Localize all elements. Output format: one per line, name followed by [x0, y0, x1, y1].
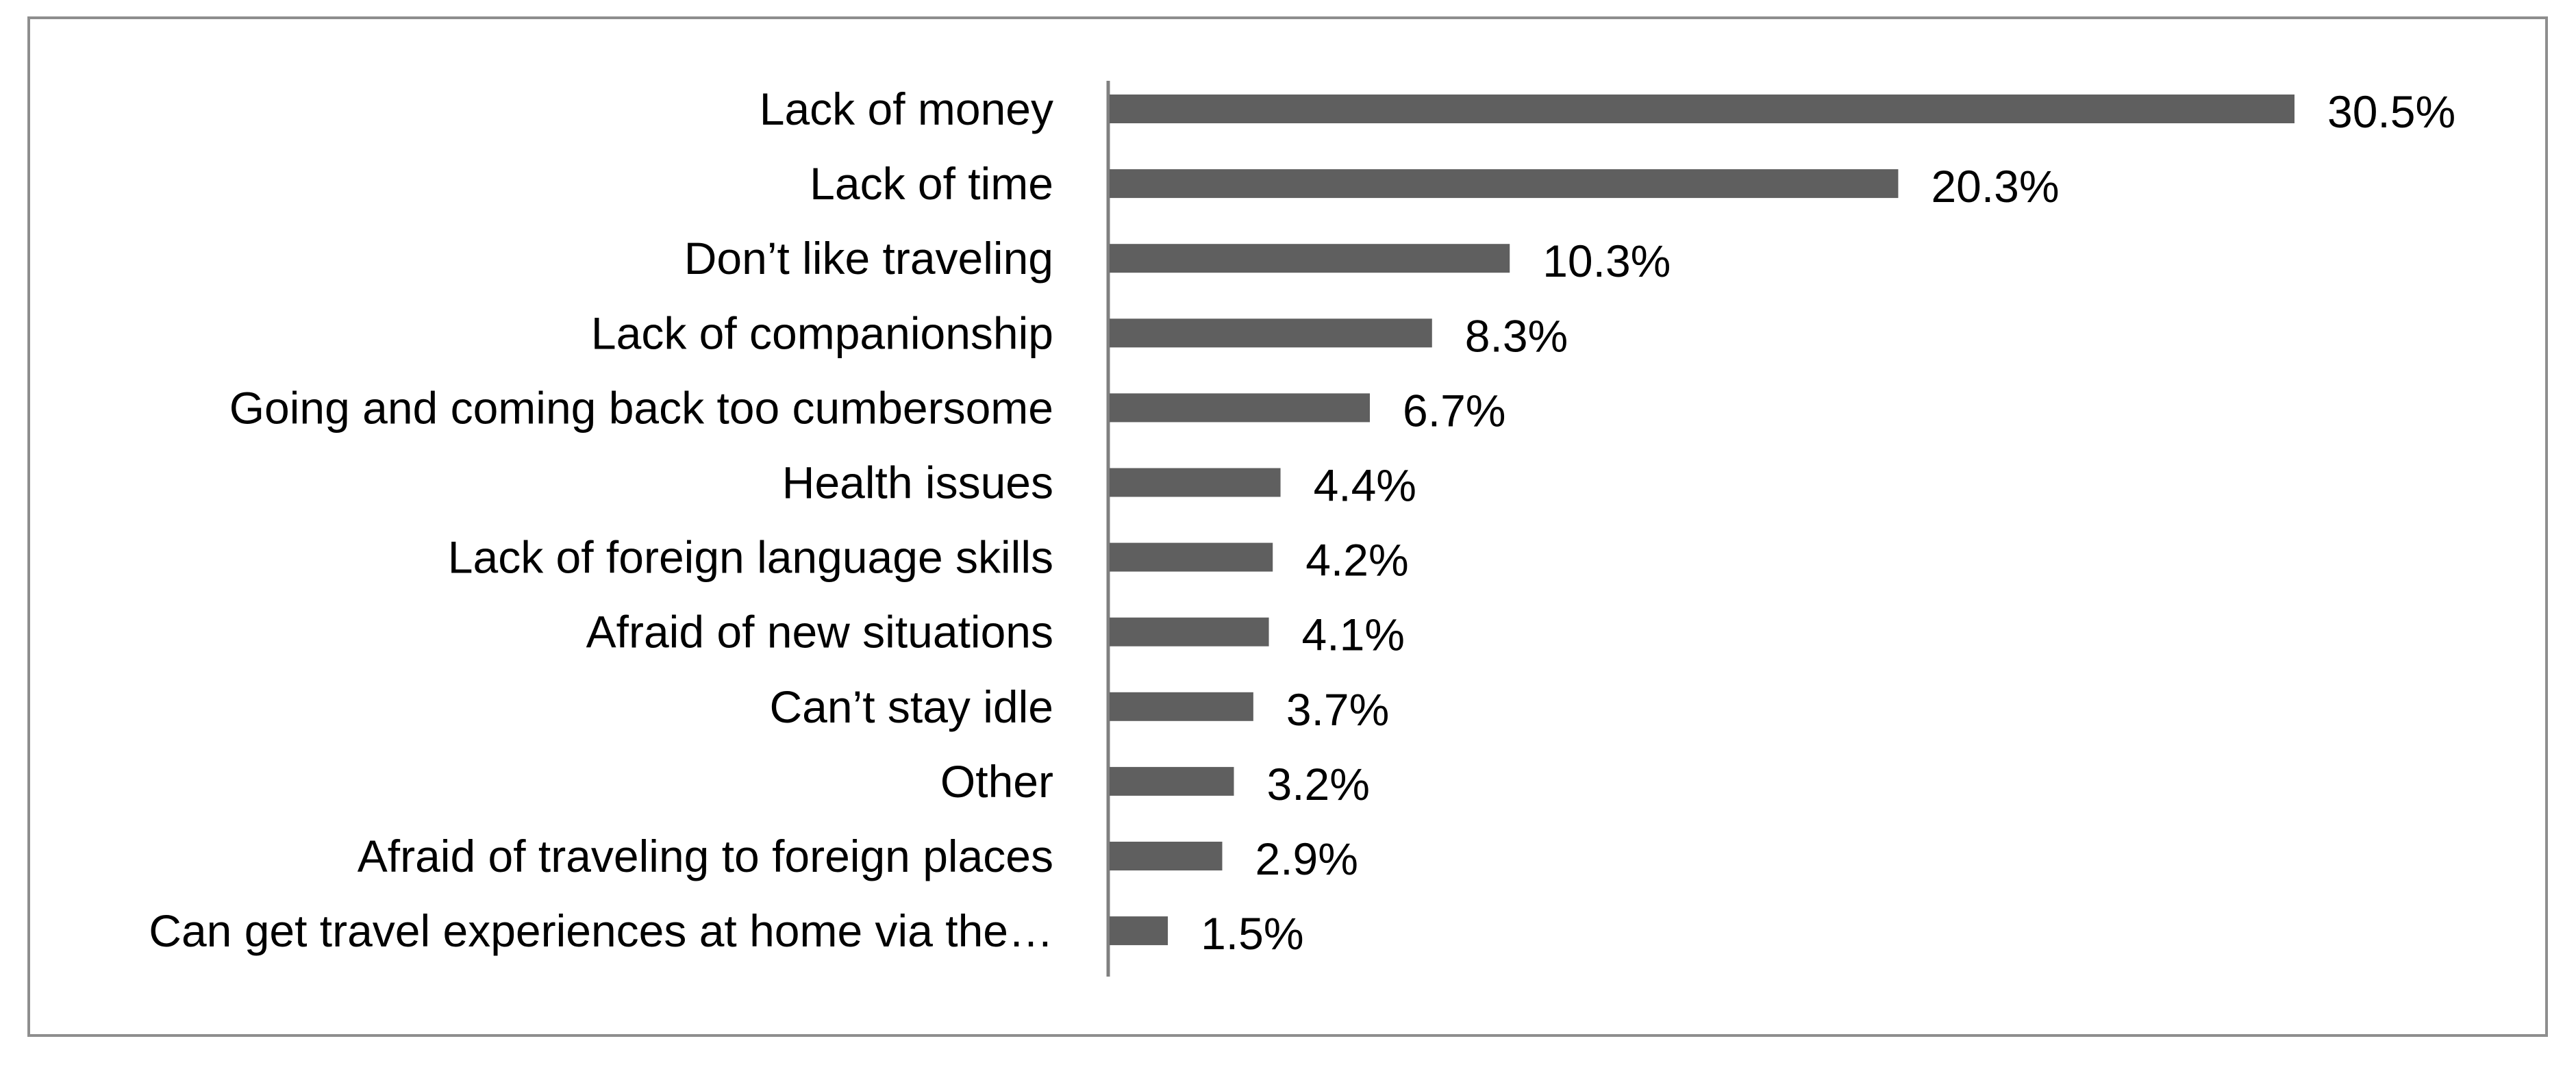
category-label: Lack of time — [810, 158, 1053, 209]
bar — [1110, 95, 2294, 123]
bar — [1110, 244, 1510, 273]
bars-group — [1110, 95, 2294, 946]
category-label: Can’t stay idle — [769, 681, 1053, 732]
category-label: Lack of companionship — [591, 307, 1053, 358]
category-labels: Lack of money Lack of time Don’t like trav… — [149, 84, 1053, 956]
category-label: Other — [940, 756, 1053, 807]
bar — [1110, 393, 1371, 423]
bar — [1110, 692, 1253, 721]
value-label: 1.5% — [1201, 908, 1303, 959]
bar — [1110, 617, 1269, 647]
bar — [1110, 842, 1223, 870]
value-labels: 30.5% 20.3% 10.3% 8.3% 6.7% 4.4% 4.2% 4.1% 3.7% 3… — [1201, 86, 2455, 959]
category-label: Afraid of traveling to foreign places — [358, 831, 1053, 881]
value-label: 3.7% — [1286, 684, 1389, 735]
bar — [1110, 318, 1432, 348]
bar — [1110, 468, 1281, 497]
value-label: 30.5% — [2327, 86, 2455, 137]
value-label: 3.2% — [1267, 759, 1370, 809]
value-label: 2.9% — [1255, 833, 1358, 884]
value-label: 4.1% — [1302, 610, 1405, 660]
category-label: Lack of money — [760, 84, 1053, 134]
category-label: Lack of foreign language skills — [448, 532, 1053, 583]
category-label: Can get travel experiences at home via t… — [149, 905, 1053, 956]
value-label: 6.7% — [1403, 385, 1505, 436]
bar — [1110, 169, 1899, 199]
value-label: 20.3% — [1931, 161, 2059, 212]
bar-chart: Lack of money Lack of time Don’t like trav… — [149, 81, 2455, 977]
bar — [1110, 542, 1273, 572]
value-label: 4.2% — [1305, 535, 1408, 586]
bar — [1110, 916, 1168, 946]
chart-frame: Lack of money Lack of time Don’t like trav… — [27, 16, 2548, 1037]
category-label: Afraid of new situations — [586, 607, 1053, 657]
value-label: 8.3% — [1465, 310, 1568, 361]
bar — [1110, 766, 1234, 796]
category-label: Health issues — [782, 457, 1053, 508]
category-label: Going and coming back too cumbersome — [229, 382, 1053, 433]
category-label: Don’t like traveling — [684, 233, 1053, 284]
value-label: 4.4% — [1314, 460, 1416, 511]
value-label: 10.3% — [1542, 236, 1671, 286]
